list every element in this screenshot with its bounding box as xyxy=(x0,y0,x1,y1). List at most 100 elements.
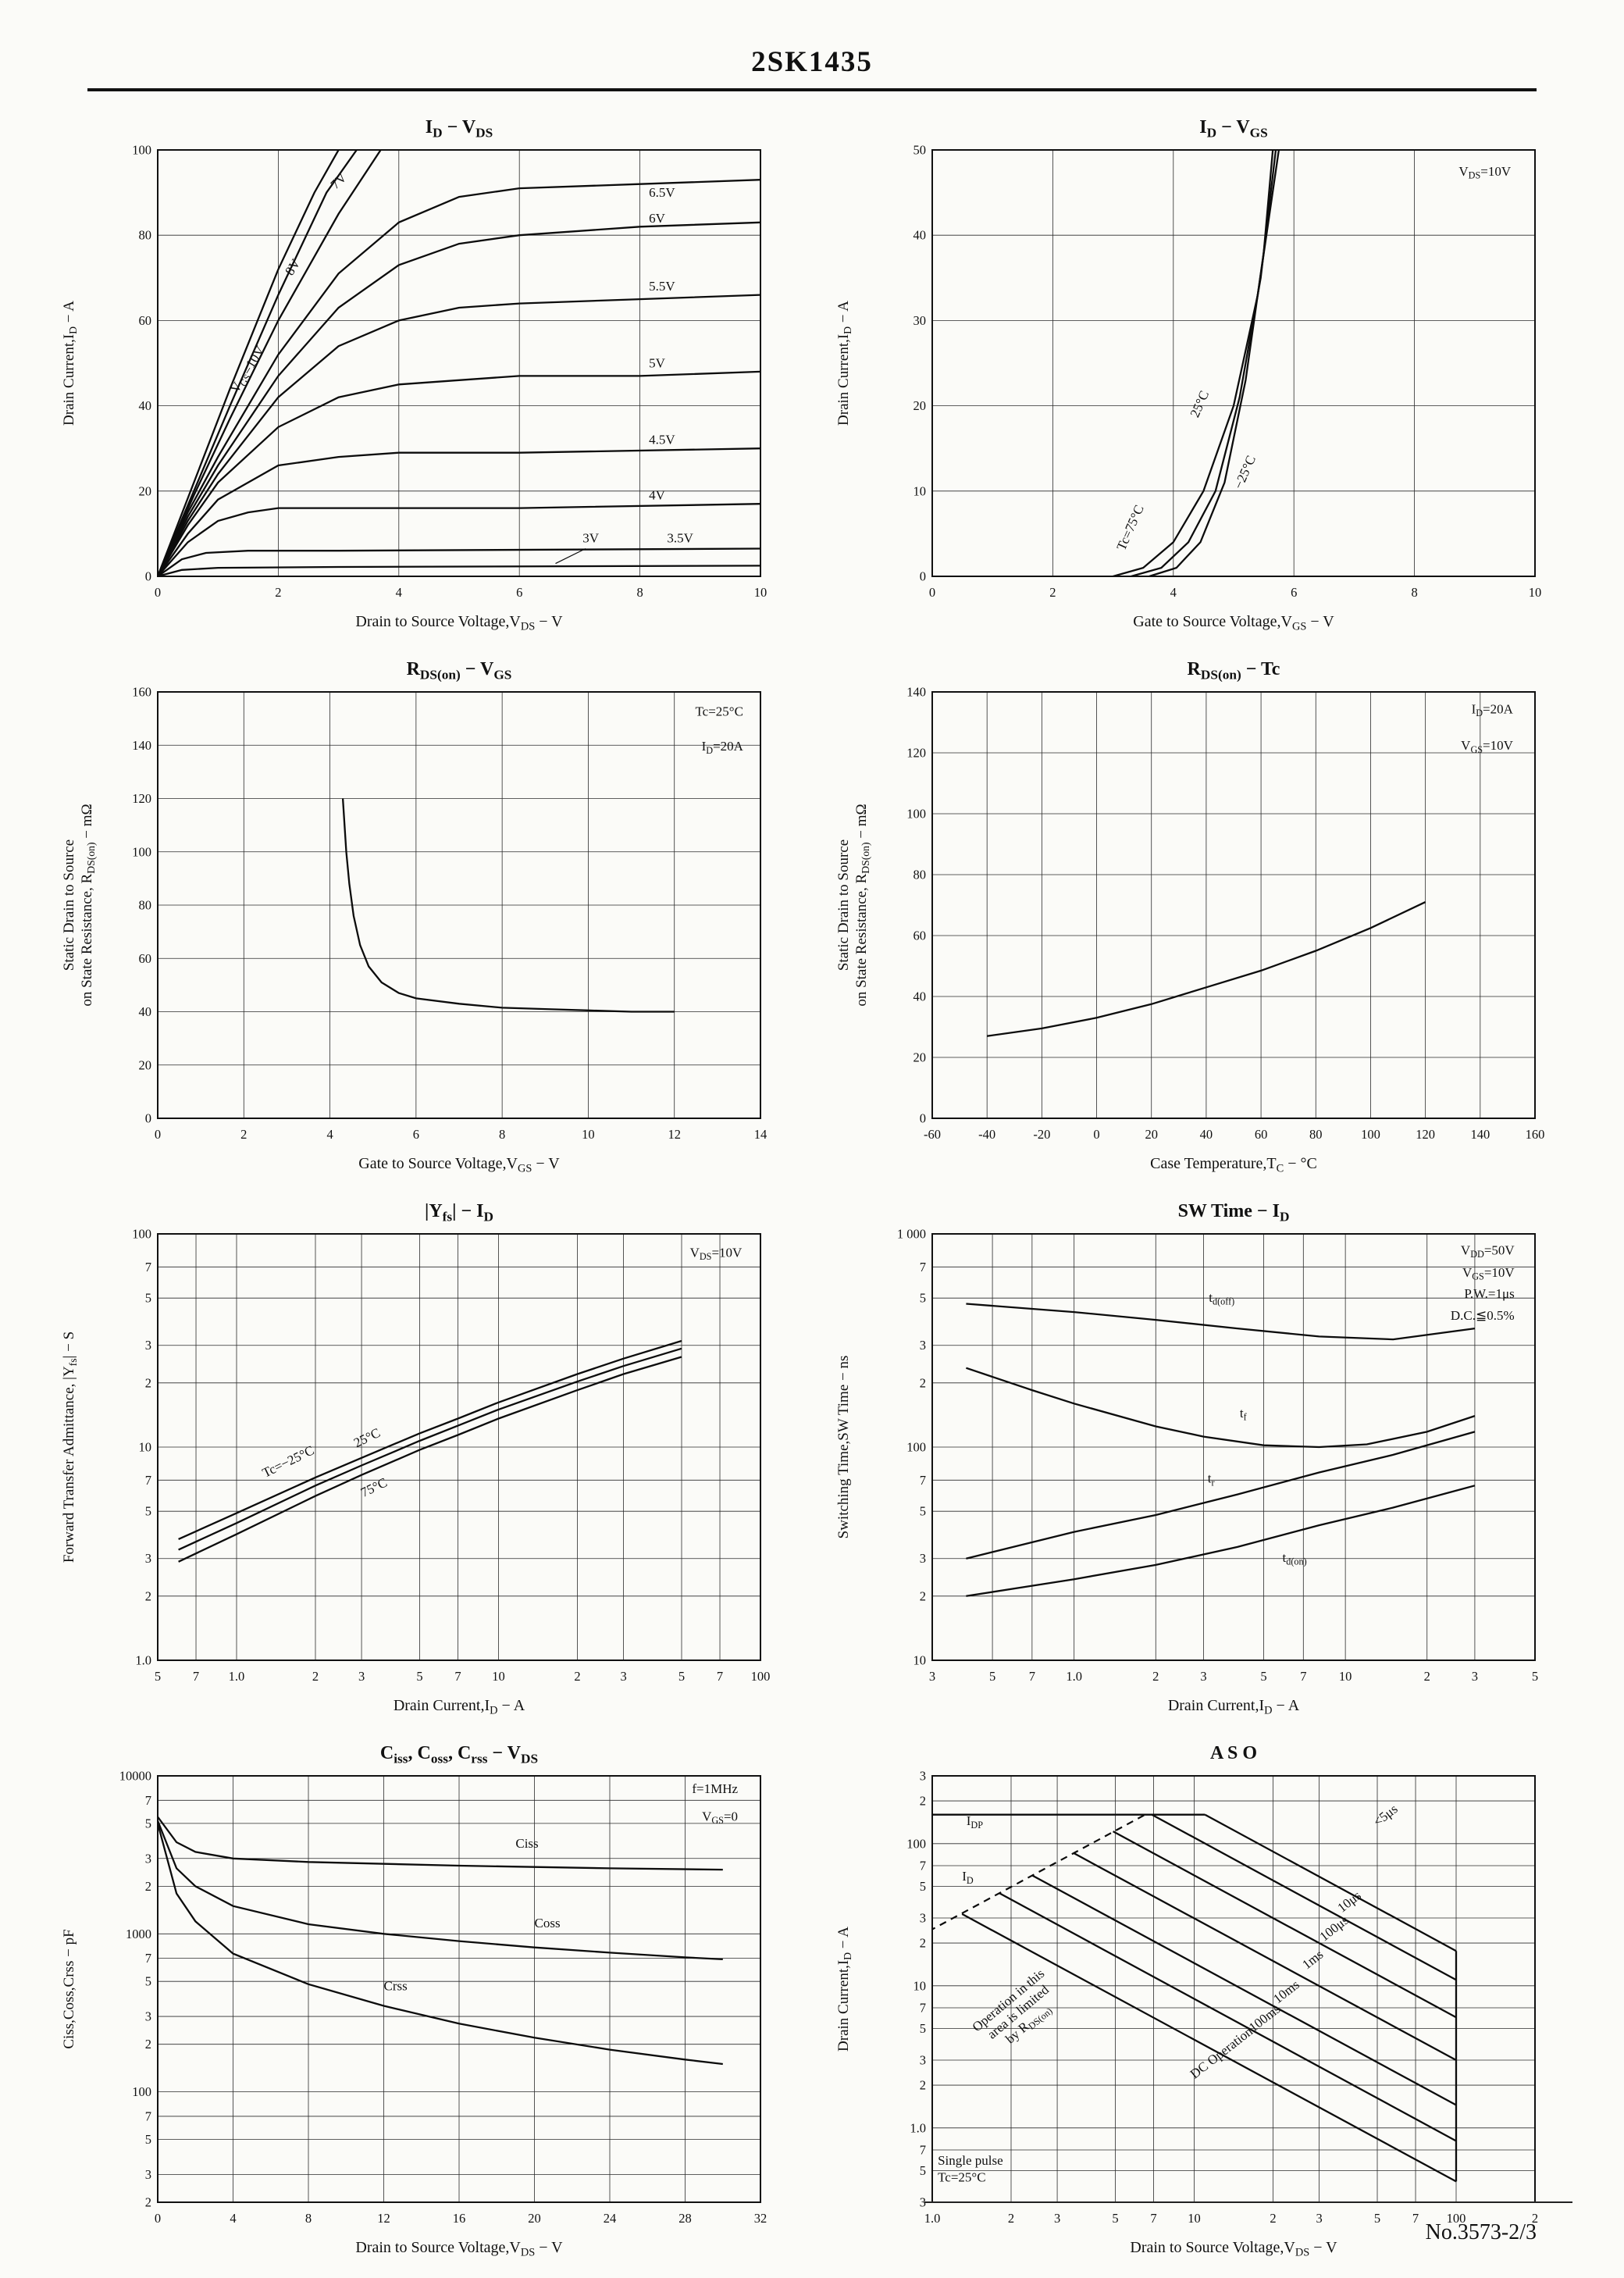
svg-text:DC Operation: DC Operation xyxy=(1188,2023,1256,2081)
svg-text:120: 120 xyxy=(906,746,926,761)
svg-text:3: 3 xyxy=(620,1669,626,1684)
svg-text:10: 10 xyxy=(914,483,927,498)
svg-text:0: 0 xyxy=(1093,1127,1099,1142)
svg-text:0: 0 xyxy=(155,2211,161,2226)
svg-text:VGS=10V: VGS=10V xyxy=(1462,1265,1515,1282)
header-rule xyxy=(87,88,1537,91)
doc-number: No.3573-2/3 xyxy=(1425,2220,1537,2244)
svg-text:7: 7 xyxy=(1300,1669,1306,1684)
svg-text:40: 40 xyxy=(914,228,927,243)
svg-text:Drain to Source Voltage,VDS −: Drain to Source Voltage,VDS − V xyxy=(355,2239,563,2258)
svg-text:5: 5 xyxy=(1374,2211,1380,2226)
svg-text:1ms: 1ms xyxy=(1299,1947,1326,1972)
svg-text:2: 2 xyxy=(920,1794,926,1809)
page-header: 2SK1435 xyxy=(0,0,1624,91)
svg-text:2: 2 xyxy=(275,585,281,600)
svg-text:2: 2 xyxy=(1152,1669,1159,1684)
svg-text:3V: 3V xyxy=(582,530,600,545)
svg-text:−25°C: −25°C xyxy=(1230,453,1259,491)
svg-text:3: 3 xyxy=(920,1911,926,1926)
svg-text:RDS(on) − VGS: RDS(on) − VGS xyxy=(407,659,512,682)
svg-text:Drain Current,ID − A: Drain Current,ID − A xyxy=(61,301,79,426)
svg-text:75°C: 75°C xyxy=(358,1474,390,1499)
chart-id-vds: 0 2 4 6 8 10 0 20 40 60 80 100 ID − VDS Drain to Sour… xyxy=(37,105,812,644)
svg-text:10000: 10000 xyxy=(119,1769,151,1784)
chart-yfs-id: 5 7 1.0 2 3 5 7 10 2 3 5 7 100 1.0 2 3 5 7 10 2 3 5 7 100 |Yfs| … xyxy=(37,1189,812,1728)
svg-text:50: 50 xyxy=(914,143,927,158)
svg-text:5: 5 xyxy=(1112,2211,1118,2226)
svg-text:D.C.≦0.5%: D.C.≦0.5% xyxy=(1451,1308,1515,1323)
svg-text:2: 2 xyxy=(1424,1669,1430,1684)
svg-text:3: 3 xyxy=(145,1551,151,1566)
svg-text:8: 8 xyxy=(636,585,643,600)
svg-text:0: 0 xyxy=(145,1111,151,1126)
page-footer: No.3573-2/3 xyxy=(1426,2220,1537,2245)
svg-text:12: 12 xyxy=(668,1127,681,1142)
svg-text:P.W.=1μs: P.W.=1μs xyxy=(1464,1286,1514,1301)
svg-text:160: 160 xyxy=(1526,1127,1545,1142)
svg-text:5: 5 xyxy=(145,1974,151,1989)
svg-text:ID=20A: ID=20A xyxy=(1472,701,1514,718)
svg-text:IDP: IDP xyxy=(967,1813,983,1831)
svg-text:3: 3 xyxy=(920,1769,926,1784)
svg-text:40: 40 xyxy=(914,989,927,1004)
svg-text:A S O: A S O xyxy=(1210,1743,1257,1763)
svg-text:5: 5 xyxy=(1260,1669,1266,1684)
svg-text:7: 7 xyxy=(145,1260,151,1274)
svg-text:25°C: 25°C xyxy=(1188,388,1213,419)
svg-text:tr: tr xyxy=(1208,1471,1215,1488)
svg-text:5V: 5V xyxy=(649,355,666,370)
svg-text:7: 7 xyxy=(145,2109,151,2123)
svg-text:140: 140 xyxy=(906,685,926,700)
svg-text:4: 4 xyxy=(326,1127,333,1142)
svg-text:ID − VGS: ID − VGS xyxy=(1199,117,1267,140)
svg-text:7: 7 xyxy=(920,1260,926,1274)
svg-text:7: 7 xyxy=(920,2001,926,2016)
svg-text:140: 140 xyxy=(132,738,151,753)
svg-text:0: 0 xyxy=(920,569,926,584)
svg-text:10: 10 xyxy=(914,1653,927,1668)
chart-rdson-vgs: 0 2 4 6 8 10 12 14 0 20 40 60 80 100 120 140 160 RDS(on) … xyxy=(37,647,812,1186)
svg-text:80: 80 xyxy=(1309,1127,1323,1142)
svg-text:160: 160 xyxy=(132,685,151,700)
svg-text:2: 2 xyxy=(1532,2211,1538,2226)
svg-text:7: 7 xyxy=(920,2143,926,2158)
svg-text:-20: -20 xyxy=(1033,1127,1050,1142)
svg-text:RDS(on) − Tc: RDS(on) − Tc xyxy=(1188,659,1280,682)
svg-text:2: 2 xyxy=(920,1588,926,1603)
svg-text:8: 8 xyxy=(305,2211,312,2226)
svg-text:10: 10 xyxy=(754,585,767,600)
svg-text:6: 6 xyxy=(413,1127,419,1142)
svg-text:16: 16 xyxy=(453,2211,466,2226)
svg-text:-60: -60 xyxy=(924,1127,941,1142)
svg-text:2: 2 xyxy=(574,1669,580,1684)
svg-text:4: 4 xyxy=(396,585,402,600)
svg-text:VGS=10V: VGS=10V xyxy=(227,343,269,397)
svg-text:5: 5 xyxy=(678,1669,685,1684)
svg-text:|Yfs| − ID: |Yfs| − ID xyxy=(425,1201,493,1224)
svg-text:td(off): td(off) xyxy=(1209,1290,1234,1307)
svg-text:3: 3 xyxy=(145,1851,151,1866)
svg-text:10: 10 xyxy=(1529,585,1542,600)
svg-text:3: 3 xyxy=(1200,1669,1206,1684)
svg-text:120: 120 xyxy=(1416,1127,1435,1142)
svg-text:5: 5 xyxy=(920,1504,926,1519)
svg-text:100: 100 xyxy=(132,844,151,859)
svg-text:3: 3 xyxy=(920,2053,926,2068)
svg-text:20: 20 xyxy=(528,2211,541,2226)
svg-text:20: 20 xyxy=(914,398,927,413)
svg-text:5.5V: 5.5V xyxy=(649,279,675,294)
svg-text:3: 3 xyxy=(920,1338,926,1353)
svg-text:20: 20 xyxy=(914,1050,927,1065)
svg-text:100: 100 xyxy=(906,807,926,822)
chart-sw-time-id: 3 5 7 1.0 2 3 5 7 10 2 3 5 10 2 3 5 7 100 2 3 5 7 1 000 SW Time… xyxy=(812,1189,1587,1728)
svg-text:100ms: 100ms xyxy=(1246,2002,1283,2035)
svg-text:60: 60 xyxy=(139,951,152,966)
svg-text:7: 7 xyxy=(193,1669,199,1684)
svg-text:2: 2 xyxy=(1270,2211,1276,2226)
svg-text:8V: 8V xyxy=(282,256,304,278)
svg-text:8: 8 xyxy=(1411,585,1417,600)
svg-text:0: 0 xyxy=(929,585,935,600)
svg-text:3: 3 xyxy=(145,2009,151,2024)
svg-text:40: 40 xyxy=(139,1004,152,1019)
